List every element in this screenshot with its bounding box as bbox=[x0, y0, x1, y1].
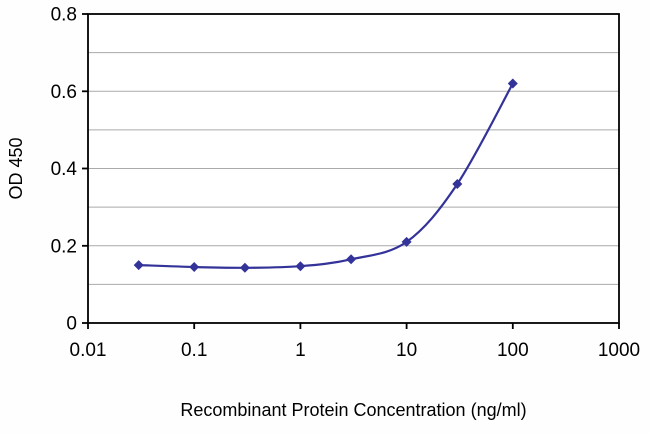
data-point-marker bbox=[239, 262, 250, 273]
x-tick-label: 10 bbox=[396, 340, 417, 361]
x-tick-label: 1 bbox=[295, 340, 306, 361]
data-point-marker bbox=[346, 254, 357, 265]
data-point-marker bbox=[133, 260, 144, 271]
x-tick-label: 1000 bbox=[598, 340, 640, 361]
y-tick-label: 0.2 bbox=[51, 236, 77, 257]
y-tick-label: 0.6 bbox=[51, 82, 77, 103]
y-axis-title: OD 450 bbox=[6, 137, 26, 199]
x-tick-label: 0.01 bbox=[70, 340, 107, 361]
data-point-marker bbox=[507, 78, 518, 89]
y-tick-label: 0.4 bbox=[51, 159, 78, 180]
data-point-marker bbox=[295, 261, 306, 272]
y-tick-label: 0.8 bbox=[51, 5, 77, 26]
x-tick-label: 100 bbox=[497, 340, 529, 361]
y-tick-label: 0 bbox=[66, 314, 77, 335]
data-point-marker bbox=[189, 262, 200, 272]
x-axis-title: Recombinant Protein Concentration (ng/ml… bbox=[180, 400, 526, 420]
x-tick-label: 0.1 bbox=[181, 340, 207, 361]
data-point-marker bbox=[401, 236, 412, 247]
data-point-marker bbox=[452, 179, 463, 189]
